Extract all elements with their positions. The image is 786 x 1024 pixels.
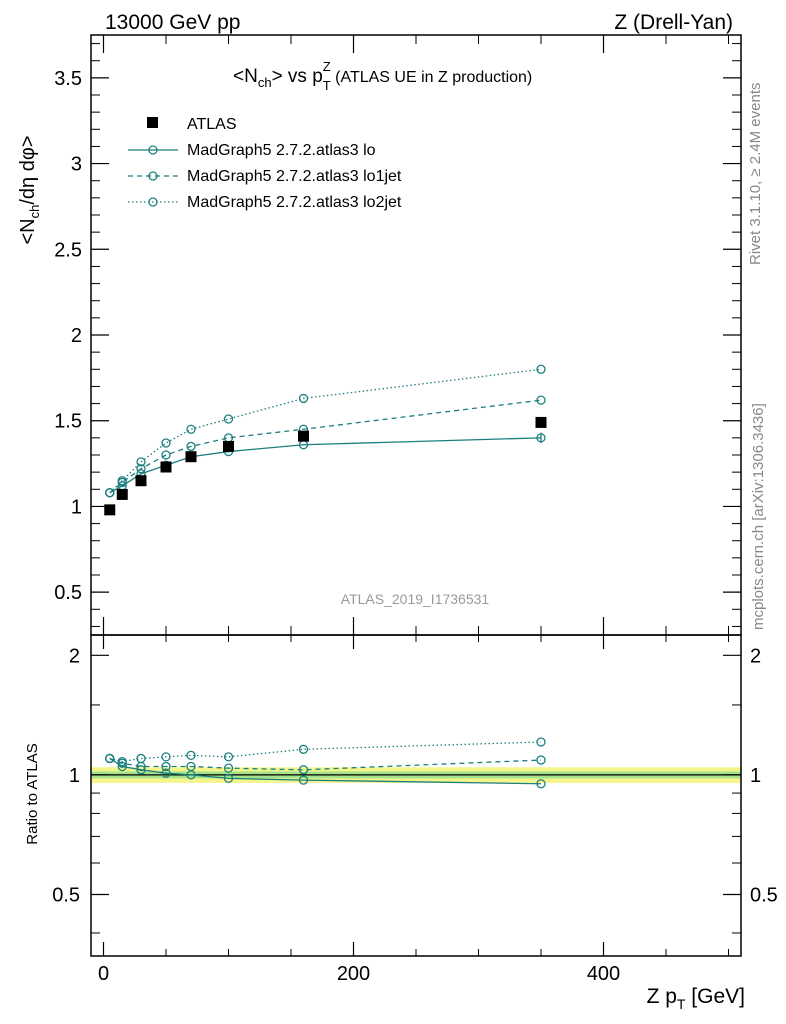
xlabel-b: [GeV] [685, 985, 745, 1008]
data-point [223, 440, 234, 452]
header-process: Z (Drell-Yan) [614, 11, 733, 34]
rivet-version-label: Rivet 3.1.10, ≥ 2.4M events [747, 83, 764, 266]
y-tick-label: 3 [71, 154, 82, 176]
ratio-point-2 [298, 744, 309, 754]
y-tick-label: 3.5 [54, 68, 82, 90]
ratio-point-2 [136, 753, 146, 764]
ratio-line-2 [109, 741, 542, 763]
title-suffix: (ATLAS UE in Z production) [331, 69, 533, 86]
ratio-point-0 [161, 768, 171, 778]
ylabel-a: <N [17, 218, 39, 244]
series-point-2 [223, 414, 234, 424]
ratio-point-2 [161, 752, 171, 762]
xlabel-a: Z p [647, 985, 677, 1008]
data-point [160, 461, 172, 473]
legend-marker-lo2jet [148, 197, 158, 207]
data-point [185, 451, 197, 463]
ratio-y-tick-label-left: 0.5 [52, 884, 80, 906]
series-point-2 [536, 364, 546, 374]
legend-label-lo1jet: MadGraph5 2.7.2.atlas3 lo1jet [187, 168, 402, 185]
ratio-lines [105, 737, 546, 789]
legend-label-atlas: ATLAS [187, 116, 237, 133]
series-point-1 [136, 464, 146, 474]
series-point-1 [161, 450, 171, 460]
ratio-y-tick-label-right: 2 [750, 645, 761, 667]
legend-label-lo: MadGraph5 2.7.2.atlas3 lo [187, 142, 376, 159]
series-point-2 [298, 393, 309, 404]
ratio-panel-frame [90, 634, 742, 957]
ratio-point-1 [223, 763, 234, 773]
header-energy: 13000 GeV pp [105, 11, 240, 34]
series-point-2 [186, 424, 196, 434]
ratio-point-0 [136, 765, 146, 775]
ratio-line-1 [109, 757, 542, 771]
axis-ticks: 0 200 400 0.5 1 1.5 2 2.5 3 3.5 0.5 0.5 1 1 2 2 [52, 35, 778, 985]
ratio-line-0 [109, 757, 542, 785]
ratio-point-2 [105, 753, 115, 764]
ratio-point-1 [298, 765, 309, 775]
series-point-1 [536, 395, 546, 405]
y-tick-label: 1.5 [54, 411, 82, 433]
legend: ATLAS MadGraph5 2.7.2.atlas3 lo MadGraph… [128, 116, 402, 211]
ratio-point-1 [536, 755, 546, 765]
ylabel-sub: ch [27, 205, 42, 219]
ratio-point-0 [223, 773, 234, 784]
y-tick-label: 1 [71, 496, 82, 518]
plot-title: <Nch> vs pTZ (ATLAS UE in Z production) [233, 59, 532, 93]
main-panel [91, 35, 741, 635]
ratio-point-2 [117, 756, 127, 767]
data-point [116, 488, 128, 500]
data-point [535, 416, 547, 428]
data-points [104, 416, 547, 516]
title-n-sub: ch [258, 75, 272, 90]
data-point [135, 475, 147, 487]
x-tick-label: 400 [587, 963, 620, 985]
y-axis-label: <Nch/dη dφ> [17, 136, 42, 245]
legend-marker-lo1jet [148, 171, 158, 181]
x-axis-label: Z pT [GeV] [647, 985, 745, 1012]
ratio-y-tick-label-right: 0.5 [750, 884, 778, 906]
ratio-y-tick-label-left: 2 [69, 645, 80, 667]
legend-marker-lo [148, 145, 158, 155]
title-mid: > vs p [272, 66, 323, 87]
ylabel-b: /dη dφ> [17, 136, 39, 205]
title-p-sub: T [323, 78, 331, 93]
mcplots-label: mcplots.cern.ch [arXiv:1306.3436] [750, 403, 767, 630]
ratio-point-1 [161, 761, 171, 772]
ratio-y-tick-label-right: 1 [750, 765, 761, 787]
series-point-2 [105, 488, 115, 498]
ratio-y-tick-label-left: 1 [69, 765, 80, 787]
y-tick-label: 2.5 [54, 239, 82, 261]
analysis-watermark: ATLAS_2019_I1736531 [341, 591, 490, 607]
ratio-y-axis-label: Ratio to ATLAS [24, 743, 41, 844]
ratio-point-1 [186, 761, 196, 772]
ratio-point-0 [298, 775, 309, 785]
legend-marker-atlas [147, 117, 158, 128]
title-n: <N [233, 66, 258, 87]
legend-label-lo2jet: MadGraph5 2.7.2.atlas3 lo2jet [187, 194, 402, 211]
x-tick-label: 0 [98, 963, 109, 985]
y-tick-label: 0.5 [54, 582, 82, 604]
ratio-panel [91, 635, 741, 956]
xlabel-sub: T [677, 996, 686, 1012]
data-point [104, 504, 116, 516]
series-point-2 [161, 438, 171, 448]
x-tick-label: 200 [337, 963, 370, 985]
series-line-2 [109, 368, 542, 494]
ratio-point-2 [536, 737, 546, 747]
data-point [298, 430, 309, 442]
ratio-point-2 [223, 752, 234, 762]
y-tick-label: 2 [71, 325, 82, 347]
ratio-point-2 [186, 750, 196, 760]
series-point-1 [186, 441, 196, 452]
series-point-2 [136, 457, 146, 467]
ratio-point-0 [536, 779, 546, 789]
series-point-2 [117, 476, 127, 486]
title-p-sup: Z [323, 59, 331, 74]
ratio-point-0 [117, 761, 127, 772]
